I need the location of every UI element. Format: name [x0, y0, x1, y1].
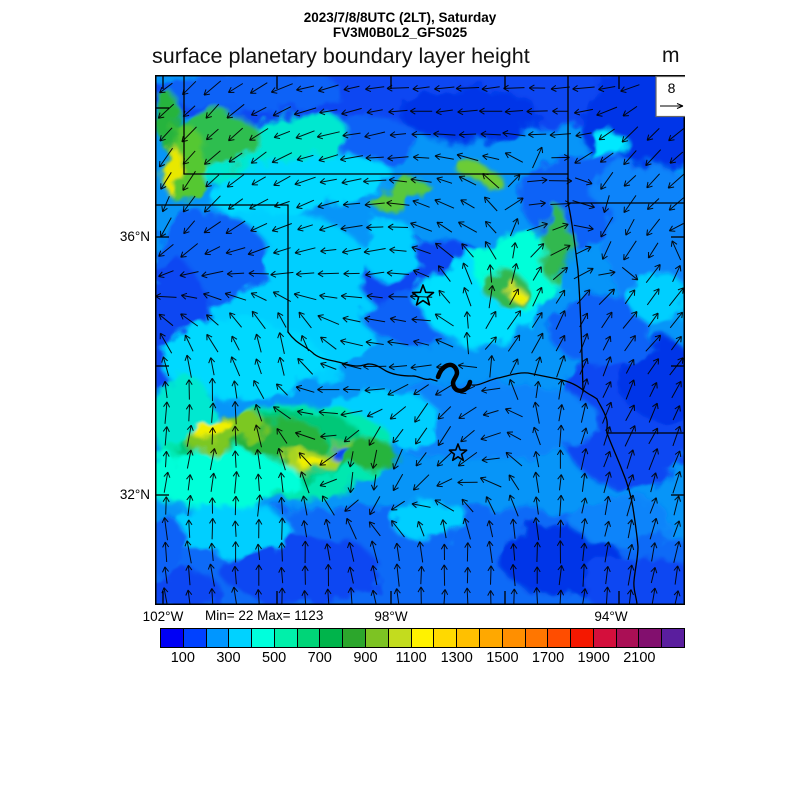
- colorbar-segment: [548, 629, 572, 647]
- colorbar-tick-label: 500: [262, 650, 287, 666]
- star-marker: [411, 284, 435, 306]
- vector-reference-arrow: [660, 103, 684, 109]
- colorbar-tick-label: 1900: [577, 650, 610, 666]
- colorbar-segment: [274, 629, 298, 647]
- colorbar-tick-label: 1300: [440, 650, 473, 666]
- colorbar-segment: [252, 629, 275, 647]
- colorbar-tick-label: 300: [216, 650, 241, 666]
- colorbar-segment: [616, 629, 640, 647]
- lat-label: 36°N: [119, 229, 150, 244]
- colorbar-segment: [366, 629, 389, 647]
- lon-label: 102°W: [142, 609, 184, 624]
- colorbar-segment: [320, 629, 344, 647]
- lake-texoma-river-knot: [435, 362, 473, 394]
- colorbar-segment: [229, 629, 253, 647]
- wind-vector-field: [155, 80, 685, 605]
- colorbar-tick-label: 2100: [623, 650, 656, 666]
- colorbar-tick-label: 100: [170, 650, 195, 666]
- lon-label: 98°W: [374, 609, 408, 624]
- min-max-readout: Min= 22 Max= 1123: [205, 608, 324, 623]
- state-borders: [155, 75, 685, 605]
- colorbar-segment: [343, 629, 367, 647]
- colorbar-segment: [411, 629, 435, 647]
- colorbar-segment: [593, 629, 617, 647]
- axis-ticks: [155, 75, 685, 605]
- model-name-heading: FV3M0B0L2_GFS025: [332, 25, 468, 40]
- lon-label: 94°W: [594, 609, 628, 624]
- colorbar-tick-label: 1500: [486, 650, 519, 666]
- colorbar-segment: [639, 629, 663, 647]
- colorbar-segment: [206, 629, 230, 647]
- map-frame: [155, 75, 685, 605]
- colorbar-tick-label: 900: [353, 650, 378, 666]
- colorbar-segment: [161, 629, 184, 647]
- colorbar-segment: [183, 629, 207, 647]
- star-marker: [448, 443, 468, 462]
- colorbar-segment: [457, 629, 480, 647]
- vector-reference-box: 8: [655, 75, 685, 118]
- colorbar-segment: [662, 629, 684, 647]
- colorbar-segment: [388, 629, 412, 647]
- colorbar-tick-label: 1700: [531, 650, 565, 666]
- colorbar-segment: [434, 629, 458, 647]
- colorbar-tick-label: 1100: [395, 650, 427, 666]
- city-star-markers: [411, 284, 468, 462]
- units-label: m: [662, 44, 680, 67]
- datetime-heading: 2023/7/8/8UTC (2LT), Saturday: [303, 10, 497, 25]
- colorbar-segment: [525, 629, 549, 647]
- lat-label: 32°N: [119, 487, 150, 502]
- colorbar-tick-label: 700: [307, 650, 332, 666]
- colorbar-segment: [571, 629, 594, 647]
- colorbar: [160, 628, 685, 648]
- plot-title: surface planetary boundary layer height: [152, 44, 530, 68]
- map-plot: 8: [155, 75, 685, 605]
- colorbar-segment: [502, 629, 526, 647]
- colorbar-segment: [479, 629, 503, 647]
- vector-reference-value: 8: [668, 80, 676, 96]
- colorbar-segment: [297, 629, 321, 647]
